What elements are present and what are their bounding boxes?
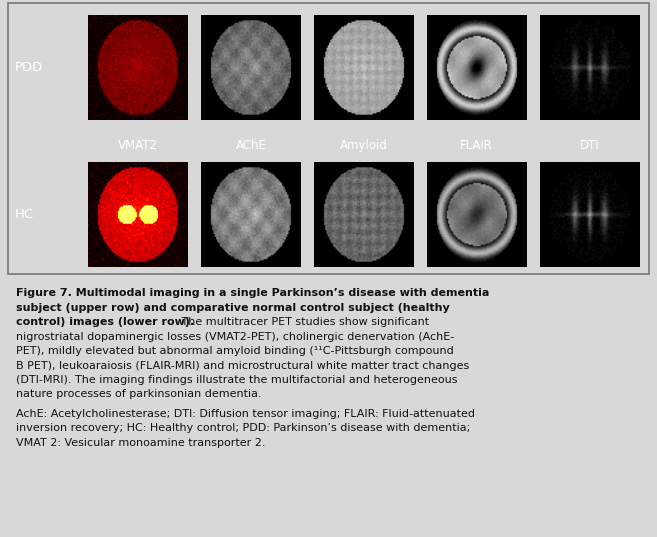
Text: Figure 7. Multimodal imaging in a single Parkinson’s disease with dementia: Figure 7. Multimodal imaging in a single…: [16, 288, 490, 299]
Text: PET), mildly elevated but abnormal amyloid binding (¹¹C-Pittsburgh compound: PET), mildly elevated but abnormal amylo…: [16, 346, 454, 356]
Text: AChE: AChE: [235, 139, 266, 151]
Text: B PET), leukoaraiosis (FLAIR-MRI) and microstructural white matter tract changes: B PET), leukoaraiosis (FLAIR-MRI) and mi…: [16, 360, 470, 371]
Text: VMAT 2: Vesicular monoamine transporter 2.: VMAT 2: Vesicular monoamine transporter …: [16, 438, 266, 448]
Text: AchE: Acetylcholinesterase; DTI: Diffusion tensor imaging; FLAIR: Fluid-attenuat: AchE: Acetylcholinesterase; DTI: Diffusi…: [16, 409, 476, 419]
Text: nature processes of parkinsonian dementia.: nature processes of parkinsonian dementi…: [16, 389, 262, 400]
Text: PDD: PDD: [14, 61, 43, 74]
Text: The multitracer PET studies show significant: The multitracer PET studies show signifi…: [178, 317, 429, 327]
Text: DTI: DTI: [579, 139, 599, 151]
Text: (DTI-MRI). The imaging findings illustrate the multifactorial and heterogeneous: (DTI-MRI). The imaging findings illustra…: [16, 375, 458, 385]
Text: HC: HC: [14, 208, 34, 221]
Text: VMAT2: VMAT2: [118, 139, 158, 151]
Text: FLAIR: FLAIR: [460, 139, 493, 151]
Text: inversion recovery; HC: Healthy control; PDD: Parkinson’s disease with dementia;: inversion recovery; HC: Healthy control;…: [16, 424, 470, 433]
Text: subject (upper row) and comparative normal control subject (healthy: subject (upper row) and comparative norm…: [16, 303, 450, 313]
Text: control) images (lower row).: control) images (lower row).: [16, 317, 194, 327]
Text: nigrostriatal dopaminergic losses (VMAT2-PET), cholinergic denervation (AchE-: nigrostriatal dopaminergic losses (VMAT2…: [16, 332, 455, 342]
Text: Amyloid: Amyloid: [340, 139, 388, 151]
